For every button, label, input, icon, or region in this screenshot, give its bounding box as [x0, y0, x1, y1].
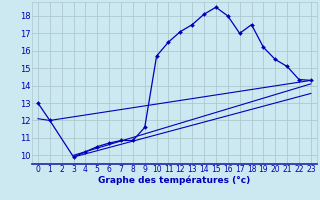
X-axis label: Graphe des températures (°c): Graphe des températures (°c) — [98, 176, 251, 185]
